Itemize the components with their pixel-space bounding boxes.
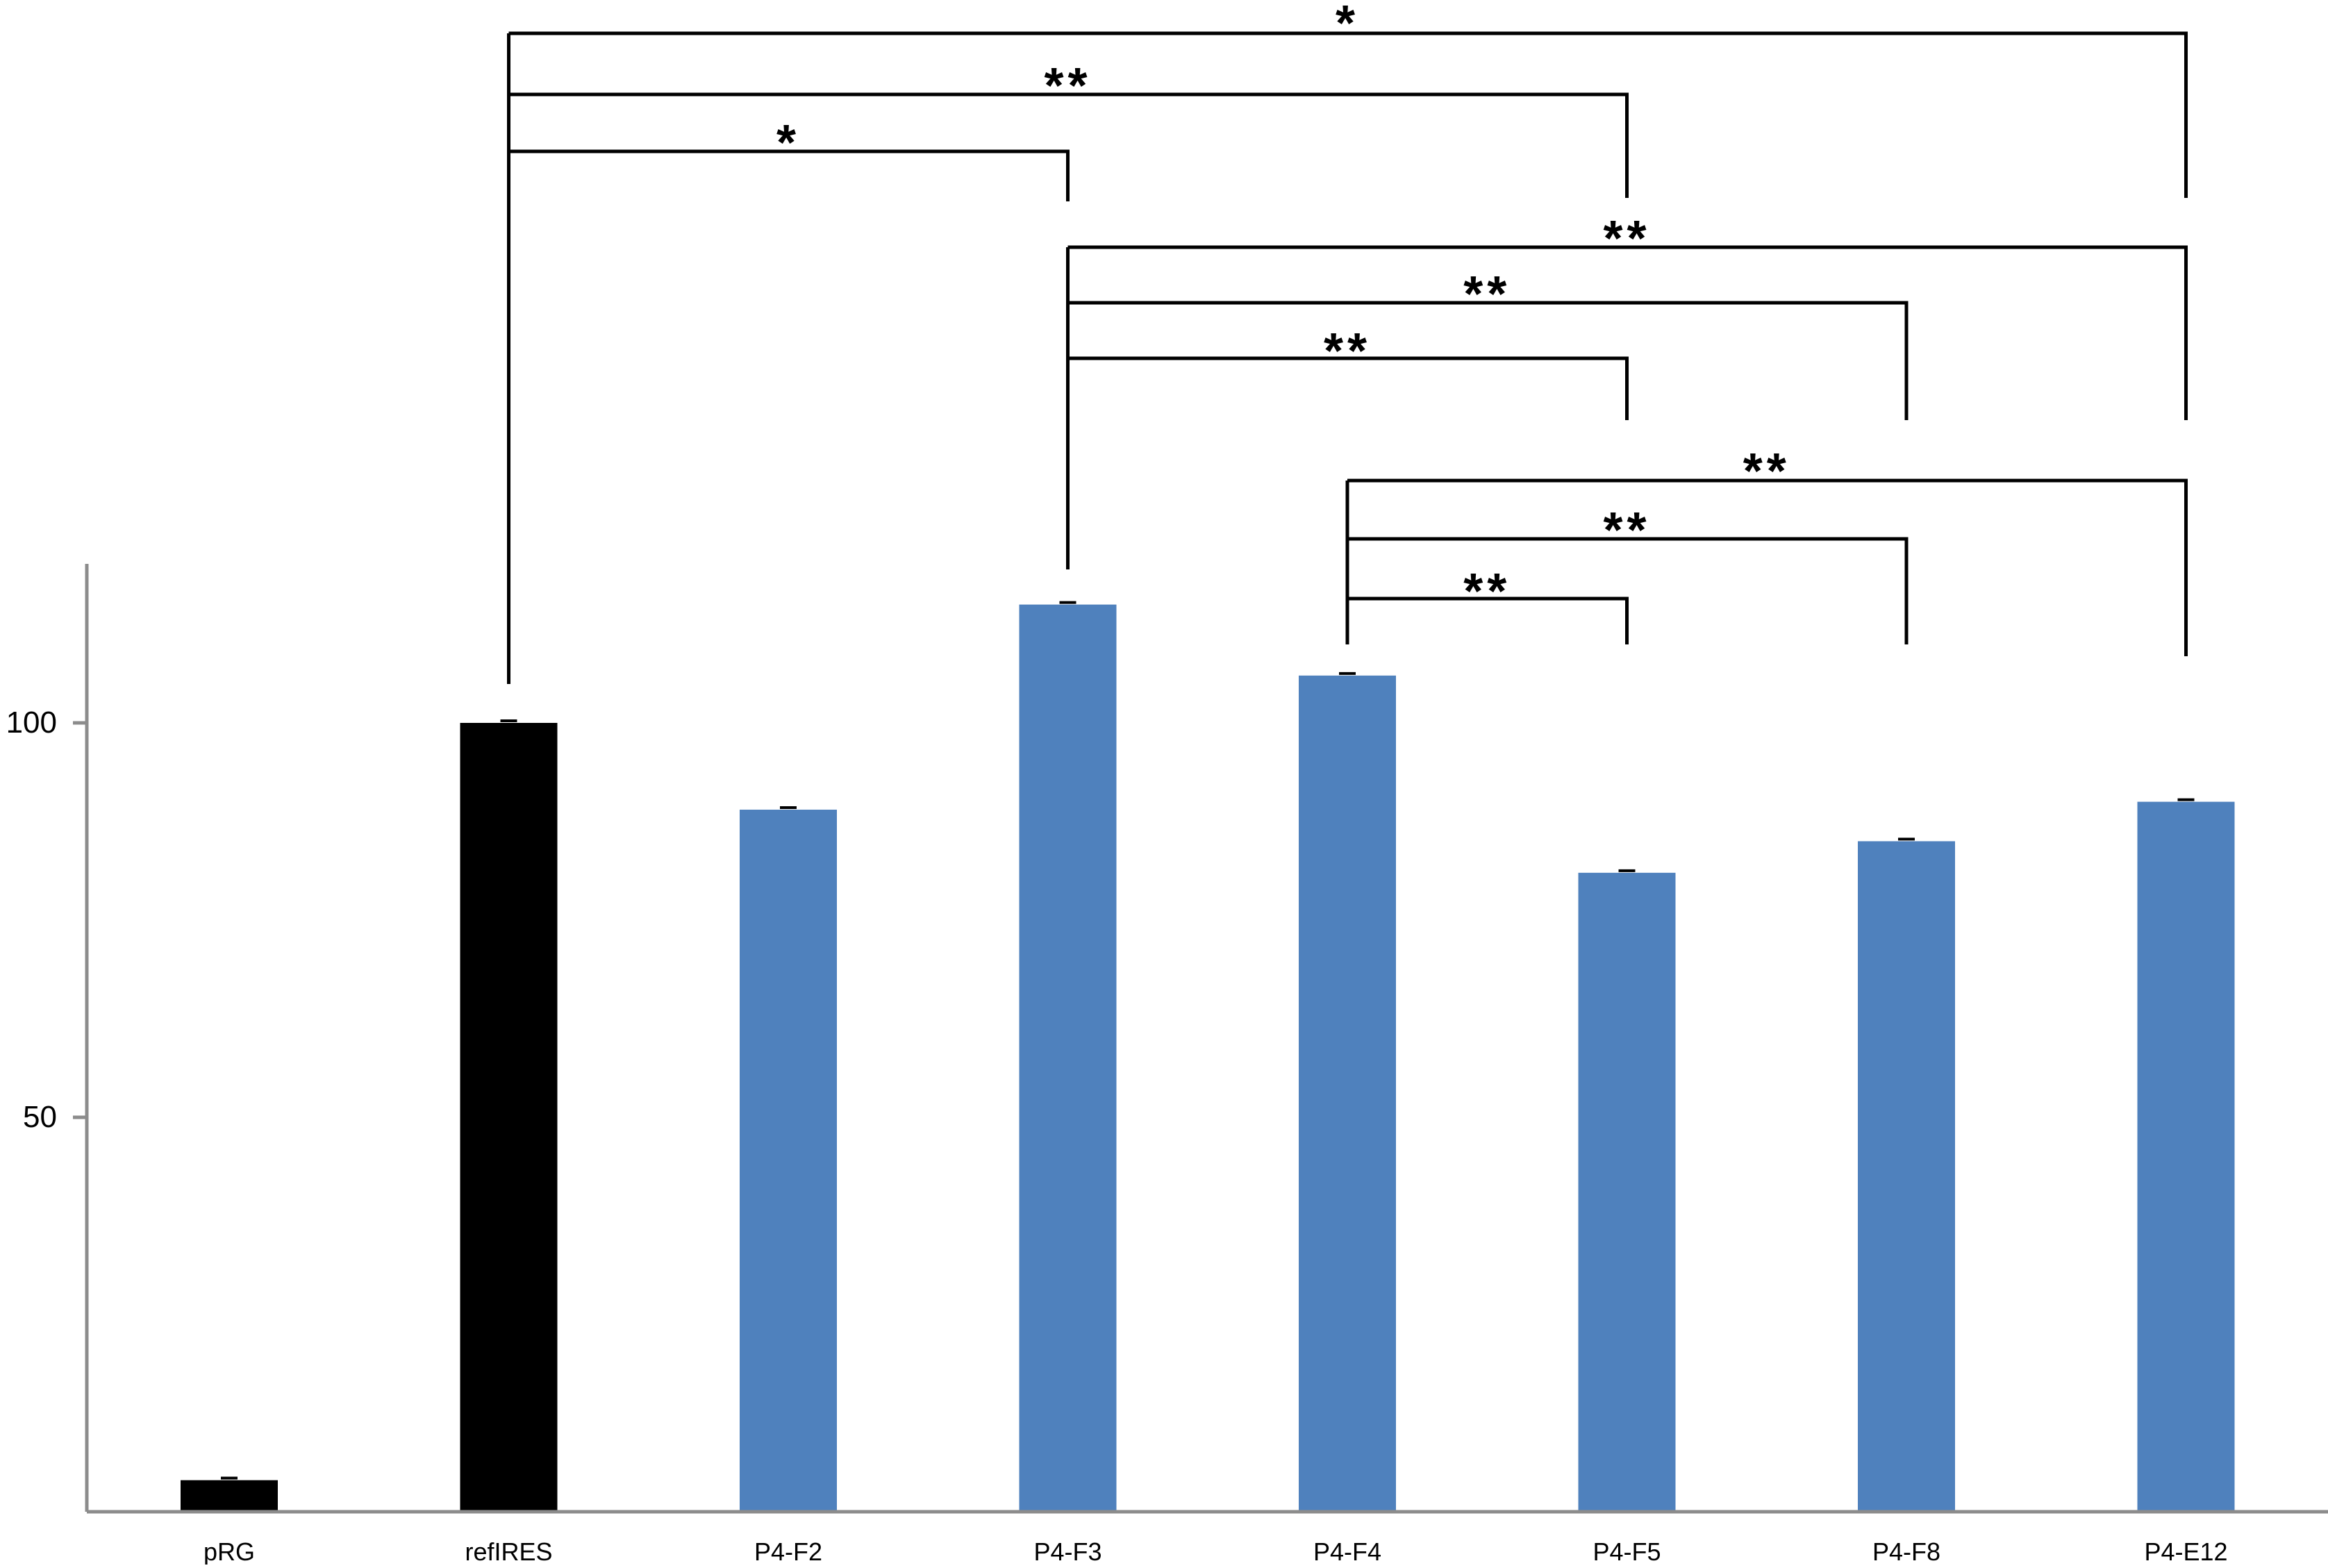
sig-label-P4-F3-P4-F8: ** xyxy=(1463,267,1511,322)
axes-layer: pRG refIRES P4-F2 P4-F3 P4-F4 P4-F5 P4-F8 P4-E1… xyxy=(6,564,2328,1566)
x-tick-label-P4-F5: P4-F5 xyxy=(1593,1537,1661,1565)
sig-label-P4-F3-P4-E12: ** xyxy=(1603,211,1650,267)
sig-bracket-P4-F3-P4-F8 xyxy=(1067,301,1909,420)
bars-layer xyxy=(181,601,2235,1512)
x-tick-label-P4-F2: P4-F2 xyxy=(754,1537,822,1565)
x-tick-label-P4-F8: P4-F8 xyxy=(1872,1537,1940,1565)
bar-P4-F5 xyxy=(1578,872,1676,1512)
sig-bracket-P4-F4-P4-F8 xyxy=(1347,537,1909,644)
x-tick-label-pRG: pRG xyxy=(203,1537,255,1565)
sig-bracket-P4-F4-P4-E12 xyxy=(1347,478,2188,656)
sig-label-P4-F4-P4-E12: ** xyxy=(1743,444,1790,499)
sig-bracket-P4-F3-P4-F5 xyxy=(1067,356,1629,420)
sig-label-refIRES-P4-F3: * xyxy=(776,115,800,171)
significance-layer: **************** xyxy=(507,0,2188,684)
sig-bracket-P4-F3-P4-E12 xyxy=(1067,245,2188,420)
sig-bracket-refIRES-P4-F5 xyxy=(508,92,1629,198)
sig-label-refIRES-P4-E12: * xyxy=(1336,0,1359,51)
bar-P4-E12 xyxy=(2137,801,2235,1512)
bar-refIRES xyxy=(460,723,558,1512)
y-tick-label-50: 50 xyxy=(23,1100,57,1134)
bar-P4-F4 xyxy=(1299,675,1396,1512)
y-tick-label-100: 100 xyxy=(6,706,57,740)
sig-label-P4-F3-P4-F5: ** xyxy=(1324,324,1371,379)
sig-label-P4-F4-P4-F5: ** xyxy=(1463,564,1511,619)
bar-pRG xyxy=(181,1480,278,1512)
x-tick-label-P4-F4: P4-F4 xyxy=(1313,1537,1381,1565)
bar-P4-F3 xyxy=(1019,604,1117,1512)
x-tick-label-P4-F3: P4-F3 xyxy=(1033,1537,1101,1565)
bar-P4-F2 xyxy=(740,809,837,1512)
sig-label-refIRES-P4-F5: ** xyxy=(1044,58,1091,114)
x-tick-label-P4-E12: P4-E12 xyxy=(2144,1537,2227,1565)
sig-label-P4-F4-P4-F8: ** xyxy=(1603,503,1650,558)
x-tick-label-refIRES: refIRES xyxy=(465,1537,552,1565)
bar-P4-F8 xyxy=(1858,841,1955,1512)
sig-bracket-refIRES-P4-E12 xyxy=(508,31,2188,198)
sig-bracket-P4-F4-P4-F5 xyxy=(1347,597,1629,644)
sig-bracket-refIRES-P4-F3 xyxy=(508,149,1070,201)
